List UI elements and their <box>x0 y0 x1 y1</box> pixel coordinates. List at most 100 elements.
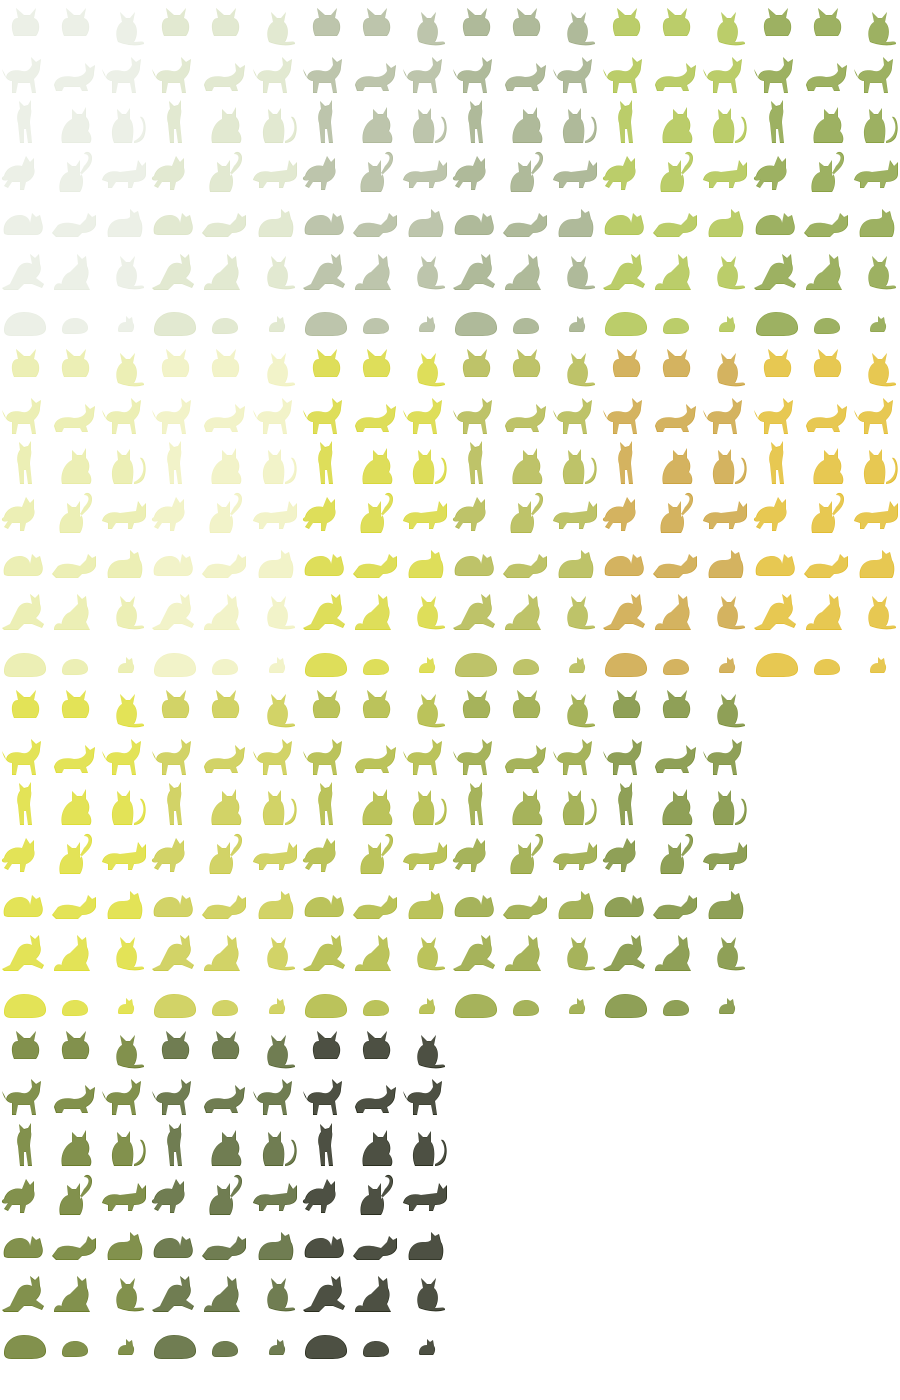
sprite-cat-head-yellow-to-olive-3[interactable] <box>451 682 501 732</box>
sprite-cat-curl-tail-yellow-to-olive-4[interactable] <box>651 828 701 878</box>
sprite-cat-head-pale-to-olive-1[interactable] <box>150 0 200 50</box>
sprite-cat-walk-pale-to-olive-2[interactable] <box>301 49 351 99</box>
sprite-cat-stretch-lime-to-amber-5[interactable] <box>752 584 802 634</box>
sprite-cat-lie-dark-olive-to-black-1[interactable] <box>150 1218 200 1268</box>
sprite-cat-sleep-small-yellow-to-olive-1[interactable] <box>251 978 301 1028</box>
sprite-cat-sleep-dark-olive-to-black-1[interactable] <box>200 1319 250 1369</box>
sprite-cat-sit-small-dark-olive-to-black-2[interactable] <box>401 1266 451 1316</box>
sprite-cat-curl-tail-pale-to-olive-3[interactable] <box>501 146 551 196</box>
sprite-cat-stretch-yellow-to-olive-4[interactable] <box>601 925 651 975</box>
sprite-cat-jump-yellow-to-olive-2[interactable] <box>301 828 351 878</box>
sprite-cat-sit-tail-pale-to-olive-4[interactable] <box>701 97 751 147</box>
sprite-cat-stretch-pale-to-olive-1[interactable] <box>150 244 200 294</box>
sprite-cat-stretch-low-lime-to-amber-1[interactable] <box>200 536 250 586</box>
sprite-cat-sleep-small-dark-olive-to-black-1[interactable] <box>251 1319 301 1369</box>
sprite-cat-curl-tail-pale-to-olive-2[interactable] <box>351 146 401 196</box>
sprite-cat-sit-small-lime-to-amber-2[interactable] <box>401 584 451 634</box>
sprite-cat-loaf-dark-olive-to-black-2[interactable] <box>401 1218 451 1268</box>
sprite-cat-curl-tail-dark-olive-to-black-2[interactable] <box>351 1169 401 1219</box>
sprite-cat-stand-yellow-to-olive-3[interactable] <box>451 779 501 829</box>
sprite-cat-sleep-small-pale-to-olive-3[interactable] <box>551 296 601 346</box>
sprite-cat-walk-yellow-to-olive-4[interactable] <box>701 731 751 781</box>
sprite-cat-loaf-pale-to-olive-1[interactable] <box>251 195 301 245</box>
sprite-cat-sit-small-yellow-to-olive-2[interactable] <box>401 925 451 975</box>
sprite-cat-sit-small-pale-to-olive-3[interactable] <box>551 244 601 294</box>
sprite-cat-curl-tail-lime-to-amber-5[interactable] <box>802 487 852 537</box>
sprite-cat-stand-pale-to-olive-0[interactable] <box>0 97 50 147</box>
sprite-cat-pounce-pale-to-olive-1[interactable] <box>251 146 301 196</box>
sprite-cat-pounce-pale-to-olive-2[interactable] <box>401 146 451 196</box>
sprite-cat-sit-small-pale-to-olive-4[interactable] <box>701 244 751 294</box>
sprite-cat-head-yellow-to-olive-4[interactable] <box>601 682 651 732</box>
sprite-cat-sit-up-lime-to-amber-2[interactable] <box>351 584 401 634</box>
sprite-cat-sit-pale-to-olive-3[interactable] <box>501 97 551 147</box>
sprite-cat-walk-dark-olive-to-black-0[interactable] <box>0 1071 50 1121</box>
sprite-cat-sleep-small-dark-olive-to-black-0[interactable] <box>100 1319 150 1369</box>
sprite-cat-stand-lime-to-amber-4[interactable] <box>601 438 651 488</box>
sprite-cat-sleep-yellow-to-olive-1[interactable] <box>200 978 250 1028</box>
sprite-cat-jump-dark-olive-to-black-2[interactable] <box>301 1169 351 1219</box>
sprite-cat-curl-tail-yellow-to-olive-0[interactable] <box>50 828 100 878</box>
sprite-cat-jump-yellow-to-olive-1[interactable] <box>150 828 200 878</box>
sprite-cat-walk-yellow-to-olive-2[interactable] <box>301 731 351 781</box>
sprite-cat-sit-dark-olive-to-black-0[interactable] <box>50 1120 100 1170</box>
sprite-cat-walk-pale-to-olive-1[interactable] <box>150 49 200 99</box>
sprite-cat-sit-small-lime-to-amber-4[interactable] <box>701 584 751 634</box>
sprite-cat-sleep-small-yellow-to-olive-0[interactable] <box>100 978 150 1028</box>
sprite-cat-stretch-lime-to-amber-4[interactable] <box>601 584 651 634</box>
sprite-cat-jump-yellow-to-olive-0[interactable] <box>0 828 50 878</box>
sprite-cat-stand-pale-to-olive-5[interactable] <box>752 97 802 147</box>
sprite-cat-sit-small-lime-to-amber-0[interactable] <box>100 584 150 634</box>
sprite-cat-walk-pale-to-olive-0[interactable] <box>100 49 150 99</box>
sprite-cat-sleep-big-yellow-to-olive-2[interactable] <box>301 978 351 1028</box>
sprite-cat-head-lime-to-amber-3[interactable] <box>451 341 501 391</box>
sprite-cat-stretch-yellow-to-olive-2[interactable] <box>301 925 351 975</box>
sprite-cat-sleep-big-lime-to-amber-2[interactable] <box>301 637 351 687</box>
sprite-cat-crouch-yellow-to-olive-0[interactable] <box>50 731 100 781</box>
sprite-cat-head-pale-to-olive-2[interactable] <box>351 0 401 50</box>
sprite-cat-loaf-pale-to-olive-0[interactable] <box>100 195 150 245</box>
sprite-cat-walk-pale-to-olive-2[interactable] <box>401 49 451 99</box>
sprite-cat-lie-dark-olive-to-black-2[interactable] <box>301 1218 351 1268</box>
sprite-cat-head-lime-to-amber-3[interactable] <box>501 341 551 391</box>
sprite-cat-walk-pale-to-olive-4[interactable] <box>601 49 651 99</box>
sprite-cat-sit-small-lime-to-amber-3[interactable] <box>551 341 601 391</box>
sprite-cat-loaf-lime-to-amber-0[interactable] <box>100 536 150 586</box>
sprite-cat-jump-dark-olive-to-black-0[interactable] <box>0 1169 50 1219</box>
sprite-cat-jump-lime-to-amber-3[interactable] <box>451 487 501 537</box>
sprite-cat-sleep-small-pale-to-olive-4[interactable] <box>701 296 751 346</box>
sprite-cat-walk-lime-to-amber-5[interactable] <box>752 390 802 440</box>
sprite-cat-curl-tail-yellow-to-olive-2[interactable] <box>351 828 401 878</box>
sprite-cat-stand-pale-to-olive-1[interactable] <box>150 97 200 147</box>
sprite-cat-lie-lime-to-amber-0[interactable] <box>0 536 50 586</box>
sprite-cat-walk-pale-to-olive-1[interactable] <box>251 49 301 99</box>
sprite-cat-pounce-dark-olive-to-black-0[interactable] <box>100 1169 150 1219</box>
sprite-cat-curl-tail-lime-to-amber-1[interactable] <box>200 487 250 537</box>
sprite-cat-sit-up-yellow-to-olive-1[interactable] <box>200 925 250 975</box>
sprite-cat-head-pale-to-olive-4[interactable] <box>601 0 651 50</box>
sprite-cat-walk-yellow-to-olive-0[interactable] <box>100 731 150 781</box>
sprite-cat-sit-dark-olive-to-black-2[interactable] <box>351 1120 401 1170</box>
sprite-cat-sit-small-dark-olive-to-black-2[interactable] <box>401 1023 451 1073</box>
sprite-cat-sleep-big-lime-to-amber-4[interactable] <box>601 637 651 687</box>
sprite-cat-walk-lime-to-amber-2[interactable] <box>401 390 451 440</box>
sprite-cat-jump-lime-to-amber-2[interactable] <box>301 487 351 537</box>
sprite-cat-stretch-pale-to-olive-0[interactable] <box>0 244 50 294</box>
sprite-cat-sleep-big-dark-olive-to-black-1[interactable] <box>150 1319 200 1369</box>
sprite-cat-loaf-pale-to-olive-5[interactable] <box>852 195 900 245</box>
sprite-cat-lie-pale-to-olive-4[interactable] <box>601 195 651 245</box>
sprite-cat-stand-pale-to-olive-4[interactable] <box>601 97 651 147</box>
sprite-cat-lie-lime-to-amber-1[interactable] <box>150 536 200 586</box>
sprite-cat-stretch-dark-olive-to-black-2[interactable] <box>301 1266 351 1316</box>
sprite-cat-head-pale-to-olive-5[interactable] <box>802 0 852 50</box>
sprite-cat-sit-small-lime-to-amber-0[interactable] <box>100 341 150 391</box>
sprite-cat-walk-pale-to-olive-3[interactable] <box>451 49 501 99</box>
sprite-cat-stretch-dark-olive-to-black-0[interactable] <box>0 1266 50 1316</box>
sprite-cat-loaf-yellow-to-olive-4[interactable] <box>701 877 751 927</box>
sprite-cat-sit-dark-olive-to-black-1[interactable] <box>200 1120 250 1170</box>
sprite-cat-pounce-pale-to-olive-3[interactable] <box>551 146 601 196</box>
sprite-cat-sleep-big-yellow-to-olive-1[interactable] <box>150 978 200 1028</box>
sprite-cat-stretch-low-yellow-to-olive-1[interactable] <box>200 877 250 927</box>
sprite-cat-stand-dark-olive-to-black-1[interactable] <box>150 1120 200 1170</box>
sprite-cat-stretch-low-yellow-to-olive-4[interactable] <box>651 877 701 927</box>
